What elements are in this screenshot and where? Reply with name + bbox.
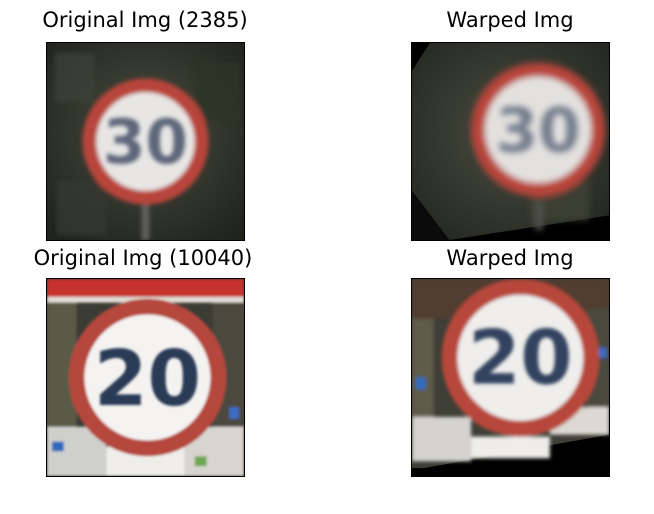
sign-number-30-warped: 30 — [496, 95, 581, 166]
speed-limit-20-sign-image: 20 — [47, 279, 244, 476]
panel-title-original-10040: Original Img (10040) — [33, 246, 253, 270]
sign-number-20: 20 — [94, 335, 201, 424]
speed-limit-30-sign-image: 30 — [47, 43, 244, 240]
sign-number-20-warped: 20 — [468, 314, 572, 401]
image-warped-20: 20 — [411, 278, 610, 477]
speed-limit-20-warped-image: 20 — [412, 279, 609, 476]
panel-title-original-2385: Original Img (2385) — [42, 8, 248, 32]
image-original-10040: 20 — [46, 278, 245, 477]
speed-limit-30-warped-image: 30 — [412, 43, 609, 240]
image-warped-30: 30 — [411, 42, 610, 241]
panel-title-warped-30: Warped Img — [446, 8, 574, 32]
sign-number-30: 30 — [103, 107, 188, 178]
panel-title-warped-20: Warped Img — [446, 246, 574, 270]
image-original-2385: 30 — [46, 42, 245, 241]
